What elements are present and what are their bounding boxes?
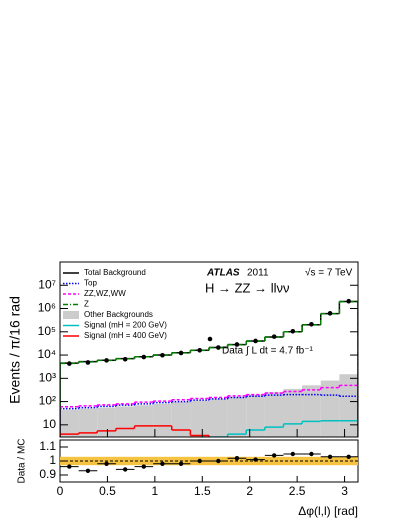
area-bar [134,405,154,437]
ratio-point [67,464,72,469]
data-point [85,360,91,365]
experiment-label: ATLAS [206,268,240,279]
data-point [234,342,240,347]
x-tick-label: 3 [341,484,348,498]
ratio-point [327,454,333,459]
x-tick-label: 0.5 [99,484,116,498]
legend-label: Top [84,279,97,288]
x-axis-title: Δφ(l,l) [rad] [298,504,358,518]
x-tick-label: 2 [246,484,253,498]
x-tick-label: 0 [57,484,64,498]
ratio-axis-title: Data / MC [17,438,28,483]
data-point [104,358,109,363]
ratio-point [290,451,296,457]
data-point [160,352,165,358]
legend-label: Other Backgrounds [84,310,153,319]
area-bar [78,408,98,437]
area-bar [153,403,172,437]
y-tick-label: 1 [49,453,56,467]
data-point [290,328,296,334]
data-point [271,334,277,339]
area-bar [60,409,79,437]
energy-label: √s = 7 TeV [305,267,353,279]
legend-label: Signal (mH = 400 GeV) [84,331,167,340]
ratio-point [197,458,202,464]
ratio-point [309,451,314,457]
legend-label: Signal (mH = 200 GeV) [84,321,167,330]
area-bar [283,388,303,437]
area-bar [171,402,191,437]
ratio-point [253,457,258,462]
main-plot [60,298,358,437]
ratio-point [104,461,109,466]
data-point [216,345,221,350]
data-legend-label: Data [222,346,244,357]
ratio-point [85,468,91,473]
legend-label: ZZ,WZ,WW [84,289,126,298]
legend-swatch [63,311,79,319]
data-point [197,348,202,353]
area-bar [264,391,284,437]
area-bar [320,380,340,437]
y-tick-label: 10² [39,394,56,408]
y-tick-label: 1.1 [39,439,56,453]
ratio-point [122,467,128,472]
ratio-point [178,461,184,466]
ratio-point [271,453,277,458]
x-tick-label: 1 [152,484,159,498]
data-point [346,298,351,304]
data-point [141,354,147,360]
data-point [327,311,333,316]
main-frame [59,261,359,438]
y-tick-label: 10⁵ [38,324,56,338]
y-tick-label: 10⁷ [38,277,56,291]
y-axis-title: Events / π/16 rad [7,296,23,404]
area-bar [339,374,358,437]
process-label: H → ZZ → llνν [205,280,290,295]
area-bar [302,385,321,437]
y-tick-label: 10³ [39,370,56,384]
data-point [253,338,258,344]
y-tick-label: 10 [43,417,57,431]
data-point [67,361,72,366]
x-tick-label: 2.5 [289,484,306,498]
x-tick-label: 1.5 [194,484,211,498]
ratio-point [346,454,351,459]
ratio-point [141,464,147,469]
data-point [178,350,184,356]
legend-label: Z [84,300,89,309]
ratio-point [234,456,240,461]
ratio-point [216,458,221,464]
legend-label: Total Background [84,268,146,277]
area-bar [97,407,116,437]
legend-marker [207,336,213,342]
data-point [122,356,128,362]
y-tick-label: 0.9 [39,467,56,481]
year-label: 2011 [247,268,269,279]
luminosity-label: ∫ L dt = 4.7 fb⁻¹ [245,346,314,357]
data-point [309,321,314,327]
area-bar [227,396,247,437]
ratio-point [160,461,165,466]
y-tick-label: 10⁶ [38,301,56,315]
area-bar [246,394,265,437]
y-tick-label: 10⁴ [37,347,56,361]
area-bar [190,400,210,437]
area-bar [209,398,228,437]
area-bar [115,406,135,437]
